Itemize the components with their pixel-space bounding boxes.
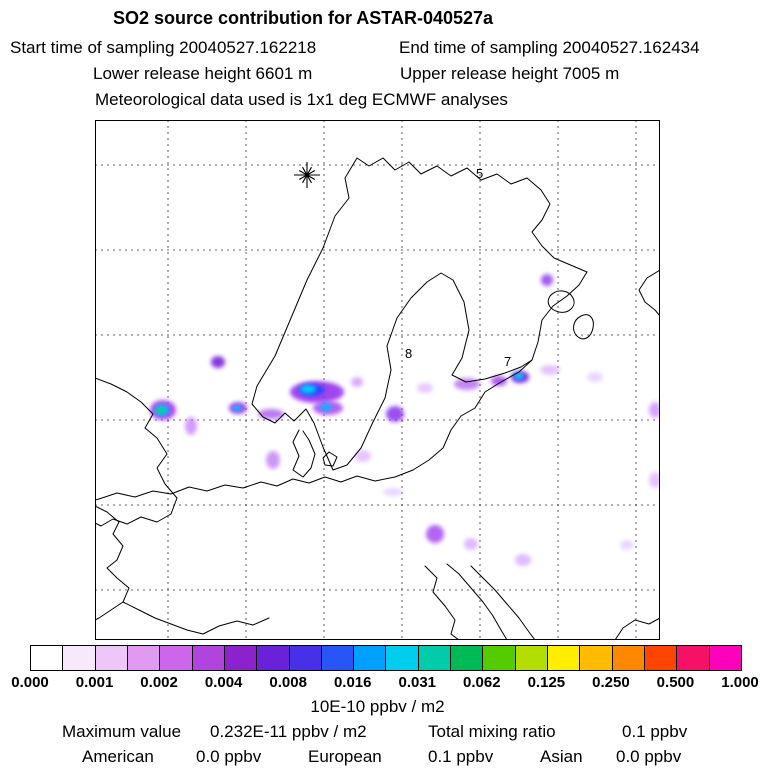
total-ratio-label: Total mixing ratio bbox=[428, 722, 556, 741]
european-value: 0.1 ppbv bbox=[428, 747, 494, 766]
colorbar-segment bbox=[677, 646, 710, 670]
colorbar-tick-label: 0.002 bbox=[140, 674, 178, 691]
colorbar-segment bbox=[95, 646, 128, 670]
europe-map: 5 8 7 bbox=[95, 120, 660, 640]
colorbar-segment bbox=[289, 646, 322, 670]
so2-plume-blob bbox=[620, 540, 634, 550]
so2-plume-blob bbox=[426, 525, 444, 543]
so2-plume-blob bbox=[491, 376, 507, 386]
colorbar-unit-label: 10E-10 ppbv / m2 bbox=[310, 697, 445, 716]
colorbar-ticks: 0.000 0.001 0.002 0.004 0.008 0.016 0.031 0.062… bbox=[11, 674, 759, 692]
colorbar-tick-label: 0.004 bbox=[204, 674, 243, 691]
plot-title: SO2 source contribution for ASTAR-040527… bbox=[112, 8, 494, 28]
so2-plume-blob bbox=[514, 372, 524, 380]
colorbar-tick-label: 0.001 bbox=[75, 674, 114, 691]
so2-contribution-field bbox=[150, 274, 660, 566]
colorbar-segment bbox=[451, 646, 484, 670]
colorbar-tick-label: 0.250 bbox=[592, 674, 630, 691]
so2-plume-blob bbox=[515, 554, 531, 566]
colorbar-segment bbox=[321, 646, 355, 670]
so2-plume-blob bbox=[300, 384, 316, 394]
colorbar-segment bbox=[709, 646, 741, 670]
so2-plume-blob bbox=[540, 365, 560, 375]
map-panel: 5 8 7 bbox=[95, 120, 660, 640]
so2-plume-blob bbox=[258, 409, 284, 419]
so2-plume-blob bbox=[587, 372, 603, 382]
graticule-label: 7 bbox=[504, 354, 511, 369]
colorbar-tick-label: 0.016 bbox=[333, 674, 372, 691]
colorbar-segment bbox=[354, 646, 387, 670]
so2-plume-blob bbox=[320, 403, 332, 411]
so2-plume-blob bbox=[649, 402, 660, 418]
colorbar-segment bbox=[257, 646, 290, 670]
so2-plume-blob bbox=[266, 451, 280, 469]
so2-plume-blob bbox=[649, 472, 660, 488]
so2-plume-blob bbox=[351, 377, 363, 387]
start-time-label: Start time of sampling 20040527.162218 bbox=[10, 38, 317, 57]
asian-label: Asian bbox=[540, 747, 583, 766]
maximum-value-label: Maximum value bbox=[62, 722, 182, 741]
so2-plume-blob bbox=[383, 488, 403, 496]
coastlines bbox=[95, 157, 660, 640]
colorbar-segment bbox=[386, 646, 419, 670]
colorbar-segment bbox=[515, 646, 548, 670]
colorbar-segment bbox=[127, 646, 161, 670]
colorbar-tick-label: 0.031 bbox=[398, 674, 437, 691]
colorbar-segment bbox=[580, 646, 613, 670]
colorbar-tick-label: 0.000 bbox=[11, 674, 49, 691]
star-ray bbox=[298, 170, 316, 180]
map-border bbox=[95, 120, 660, 640]
colorbar-tick-label: 0.125 bbox=[527, 674, 566, 691]
end-time-label: End time of sampling 20040527.162434 bbox=[399, 38, 700, 57]
asian-value: 0.0 ppbv bbox=[616, 747, 682, 766]
colorbar-segment bbox=[192, 646, 225, 670]
so2-plume-blob bbox=[233, 405, 241, 411]
colorbar-segment bbox=[612, 646, 645, 670]
american-label: American bbox=[82, 747, 154, 766]
so2-plume-blob bbox=[355, 450, 371, 462]
so2-plume-blob bbox=[541, 274, 553, 286]
so2-plume-blob bbox=[185, 417, 197, 435]
release-location-star-icon bbox=[294, 162, 320, 188]
upper-release-label: Upper release height 7005 m bbox=[400, 64, 620, 83]
colorbar-tick-label: 1.000 bbox=[721, 674, 759, 691]
colorbar-segment bbox=[483, 646, 516, 670]
so2-plume-blob bbox=[211, 356, 225, 368]
european-label: European bbox=[308, 747, 382, 766]
graticule-label: 5 bbox=[476, 166, 483, 181]
total-ratio-value: 0.1 ppbv bbox=[622, 722, 688, 741]
colorbar-segment bbox=[31, 646, 64, 670]
so2-plume-blob bbox=[386, 406, 404, 422]
lower-release-label: Lower release height 6601 m bbox=[93, 64, 313, 83]
colorbar-segment bbox=[644, 646, 678, 670]
colorbar-tick-label: 0.008 bbox=[269, 674, 307, 691]
so2-plume-blob bbox=[417, 383, 433, 393]
graticule-labels: 5 8 7 bbox=[405, 166, 511, 369]
colorbar-segment bbox=[224, 646, 258, 670]
so2-plume-blob bbox=[464, 538, 478, 550]
graticule-label: 8 bbox=[405, 346, 412, 361]
colorbar bbox=[30, 645, 742, 671]
so2-plume-blob bbox=[157, 406, 165, 414]
colorbar-segment bbox=[160, 646, 193, 670]
american-value: 0.0 ppbv bbox=[196, 747, 262, 766]
colorbar-segment bbox=[63, 646, 96, 670]
graticule-grid bbox=[95, 120, 660, 640]
colorbar-segment bbox=[418, 646, 452, 670]
colorbar-tick-label: 0.062 bbox=[463, 674, 501, 691]
so2-plume-blob bbox=[454, 378, 480, 390]
met-data-label: Meteorological data used is 1x1 deg ECMW… bbox=[95, 90, 508, 109]
maximum-value: 0.232E-11 ppbv / m2 bbox=[210, 722, 367, 741]
colorbar-segment bbox=[548, 646, 581, 670]
colorbar-tick-label: 0.500 bbox=[656, 674, 695, 691]
